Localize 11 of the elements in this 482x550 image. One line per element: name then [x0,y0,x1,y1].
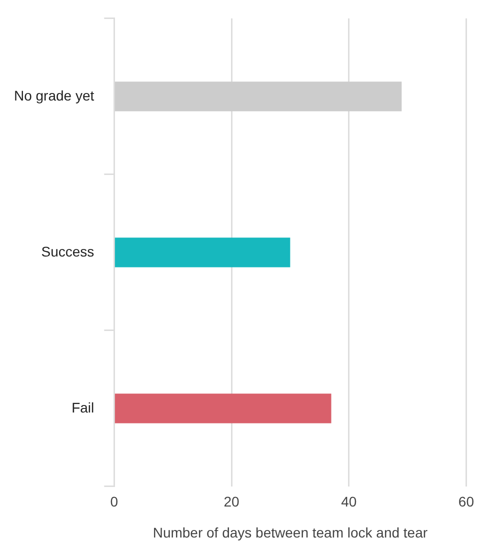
bar [114,394,332,424]
x-tick-label: 40 [341,494,357,510]
x-tick-label: 20 [224,494,240,510]
x-axis-title: Number of days between team lock and tear [152,524,428,540]
bar [114,238,290,268]
y-tick-label: Success [41,243,94,260]
x-tick-label: 60 [458,494,474,510]
y-tick-label: Fail [72,399,94,416]
y-tick-label: No grade yet [14,87,94,104]
x-tick-label: 0 [110,494,118,510]
bar [114,82,402,112]
